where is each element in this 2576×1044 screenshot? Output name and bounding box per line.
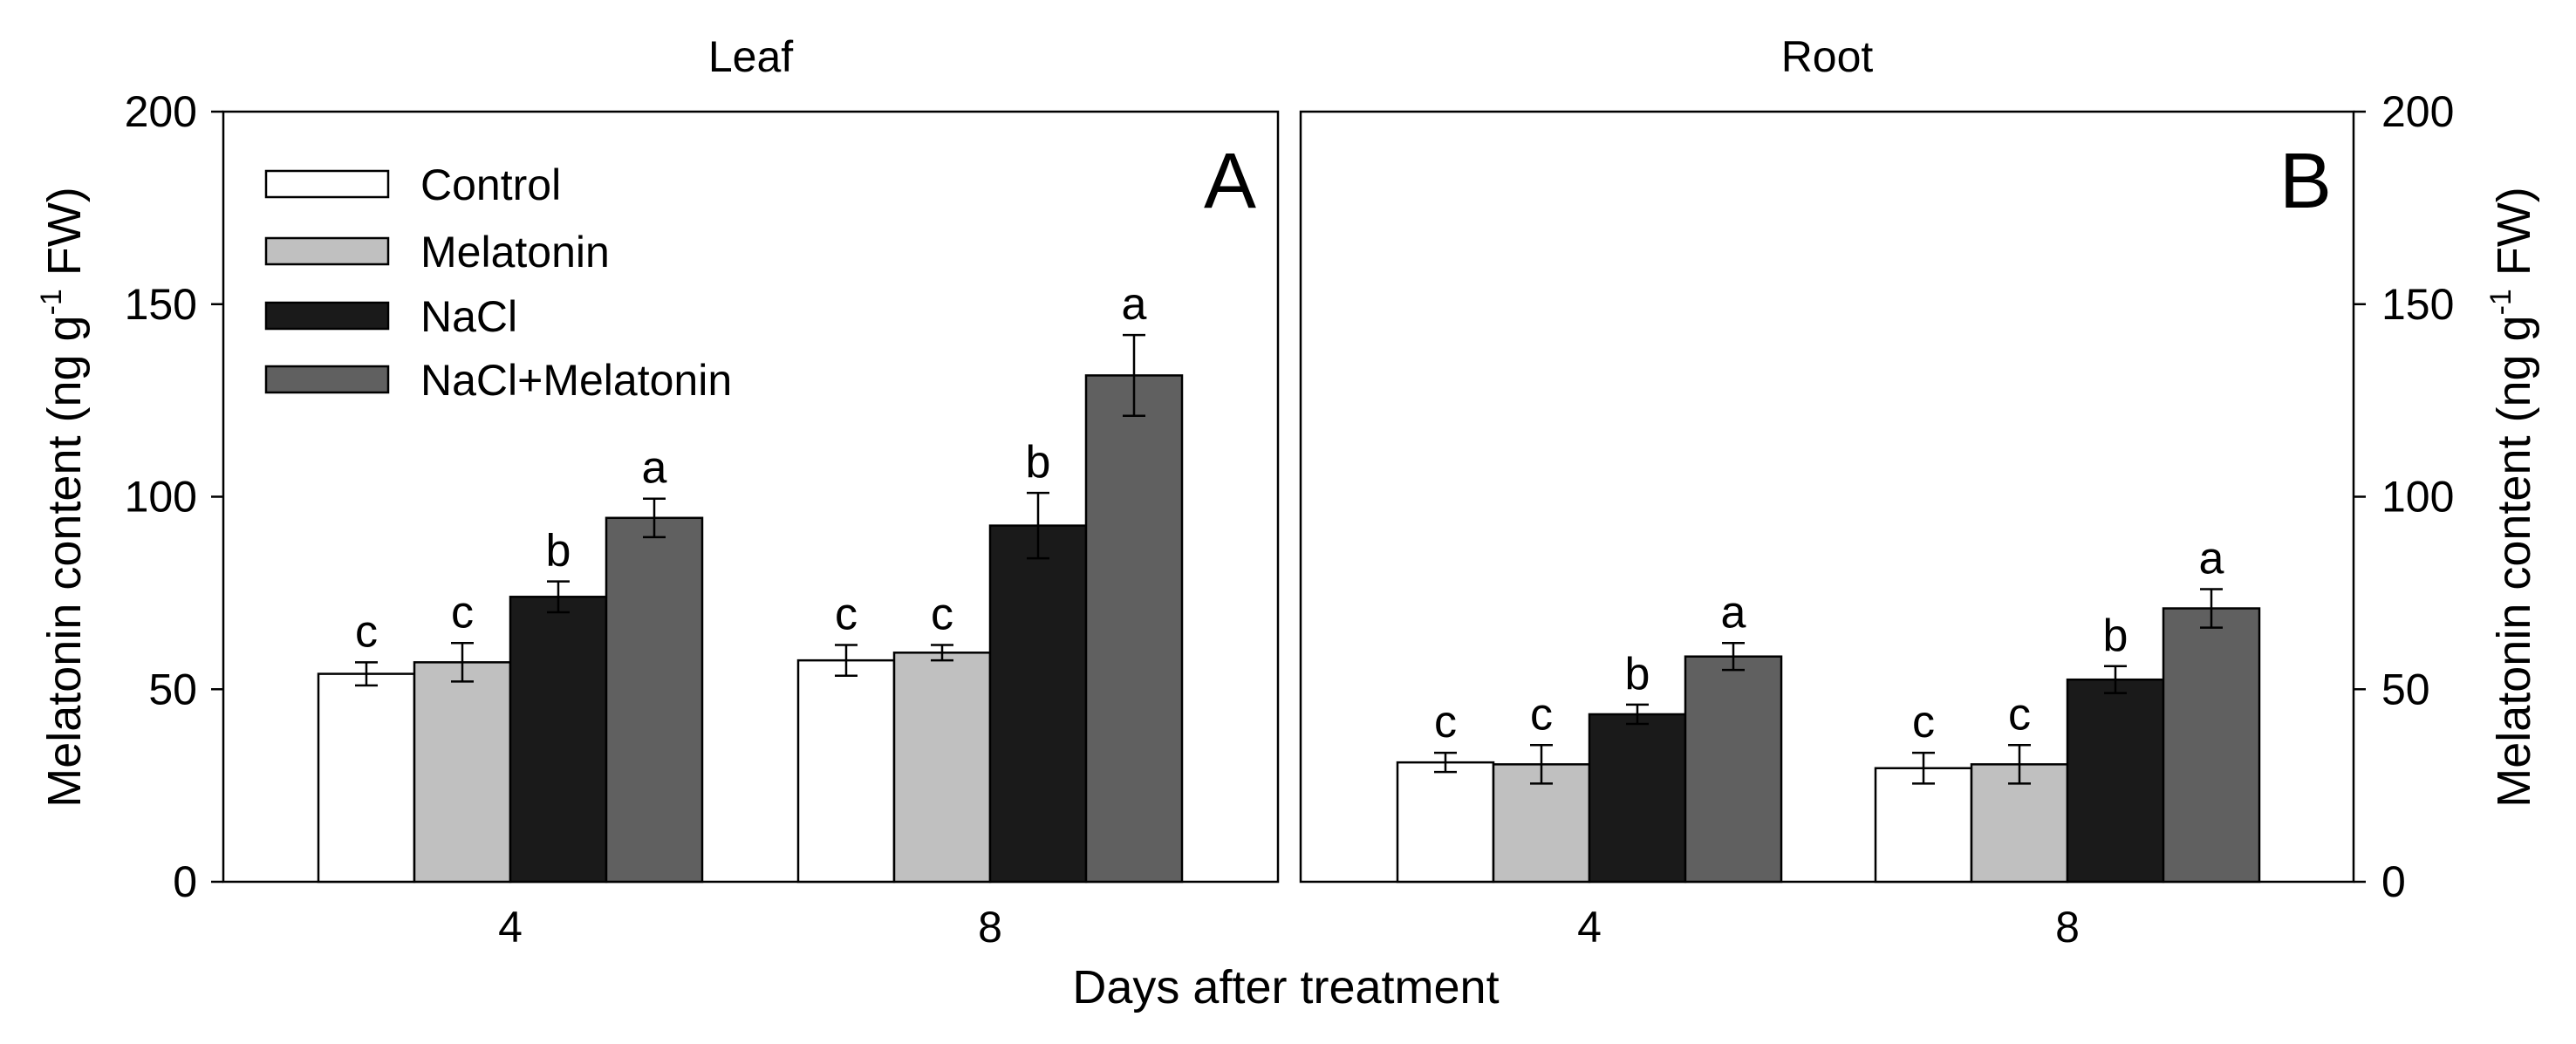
panel-label: A	[1204, 138, 1256, 225]
y-tick-label: 200	[125, 87, 197, 136]
significance-letter: a	[642, 443, 667, 494]
error-bar	[643, 497, 666, 539]
legend: Control Melatonin NaCl NaCl+Melatonin	[264, 160, 732, 405]
y-tick-label: 100	[2381, 473, 2454, 522]
x-tick-label: 8	[978, 903, 1002, 952]
significance-letter: b	[1026, 437, 1051, 488]
bar-nacl-melatonin-day8	[1084, 374, 1184, 884]
y-tick-label: 0	[2381, 857, 2406, 906]
x-tick-label: 8	[2055, 903, 2080, 952]
significance-letter: a	[1122, 279, 1147, 330]
error-bar	[1434, 751, 1457, 774]
legend-swatch	[264, 365, 390, 394]
panel-title: Leaf	[708, 32, 793, 81]
y-tick-label: 0	[173, 857, 197, 906]
x-tick-label: 4	[1577, 903, 1602, 952]
bar-control-day8	[1874, 767, 1973, 884]
y-tick-label: 150	[125, 280, 197, 329]
y-tick-label: 150	[2381, 280, 2454, 329]
panel-root: Root B 0 50 100 150 200 4 c c b a 8 c c b a	[1299, 32, 2454, 952]
panel-leaf: Leaf A 0 50 100 150 200 4 c c b a 8 c c b a Control Melato…	[125, 32, 1280, 952]
significance-letter: b	[2103, 611, 2128, 661]
significance-letter: a	[2199, 533, 2224, 583]
error-bar	[931, 644, 953, 662]
y-axis-title-right: Melatonin content (ng g-1 FW)	[2484, 187, 2540, 808]
error-bar	[1123, 333, 1145, 418]
legend-label: Control	[420, 160, 561, 209]
y-tick-label: 50	[148, 665, 197, 713]
error-bar	[1626, 703, 1649, 726]
significance-letter: c	[1434, 697, 1457, 747]
bar-nacl-day4	[1588, 713, 1687, 884]
significance-letter: c	[835, 589, 858, 639]
bar-nacl-day8	[2066, 678, 2165, 884]
legend-label: NaCl+Melatonin	[420, 356, 732, 405]
error-bar	[1912, 751, 1935, 785]
bar-nacl-melatonin-day4	[605, 516, 704, 884]
y-axis-title-left: Melatonin content (ng g-1 FW)	[35, 187, 91, 808]
error-bar	[355, 661, 378, 687]
panel-title: Root	[1781, 32, 1874, 81]
y-tick-label: 100	[125, 473, 197, 522]
significance-letter: a	[1721, 587, 1746, 638]
significance-letter: c	[1530, 689, 1553, 740]
error-bar	[2200, 588, 2223, 629]
legend-label: NaCl	[420, 292, 517, 341]
legend-swatch	[264, 169, 390, 199]
significance-letter: c	[931, 589, 953, 639]
significance-letter: b	[1625, 649, 1650, 699]
error-bar	[1027, 491, 1049, 560]
bar-nacl-melatonin-day4	[1684, 655, 1783, 884]
error-bar	[2008, 744, 2031, 785]
error-bar	[547, 580, 570, 614]
bar-nacl-melatonin-day8	[2162, 607, 2261, 884]
significance-letter: b	[546, 526, 571, 577]
bar-control-day8	[796, 658, 896, 884]
y-tick-label: 50	[2381, 665, 2430, 713]
legend-swatch	[264, 301, 390, 331]
bar-nacl-day4	[509, 596, 608, 884]
bar-melatonin-day4	[413, 661, 512, 884]
x-tick-label: 4	[498, 903, 523, 952]
bar-control-day4	[317, 672, 416, 884]
panel-label: B	[2279, 138, 2332, 225]
bar-melatonin-day8	[892, 652, 992, 884]
error-bar	[835, 644, 858, 678]
y-tick-label: 200	[2381, 87, 2454, 136]
legend-label: Melatonin	[420, 228, 610, 276]
significance-letter: c	[2008, 689, 2031, 740]
significance-letter: c	[1912, 697, 1935, 747]
error-bar	[1530, 744, 1553, 785]
significance-letter: c	[355, 606, 378, 657]
error-bar	[451, 642, 474, 683]
bar-nacl-day8	[988, 524, 1088, 884]
x-axis-title: Days after treatment	[1072, 961, 1499, 1013]
significance-letter: c	[451, 587, 474, 638]
error-bar	[1722, 642, 1745, 672]
bar-control-day4	[1396, 761, 1495, 884]
error-bar	[2104, 665, 2127, 694]
legend-swatch	[264, 236, 390, 266]
